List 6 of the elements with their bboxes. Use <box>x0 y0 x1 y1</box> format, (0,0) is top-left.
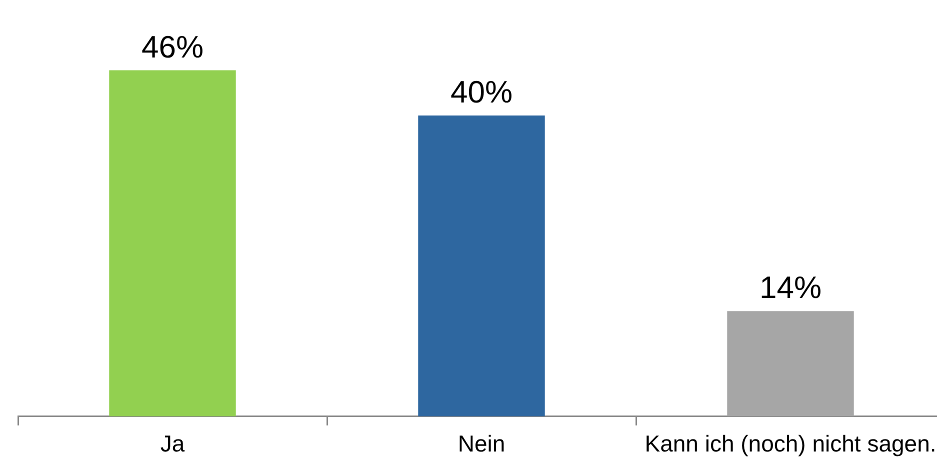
data-label: 14% <box>759 270 822 306</box>
data-label: 40% <box>450 74 513 110</box>
data-label: 46% <box>141 29 204 64</box>
x-tick-label: Kann ich (noch) nicht sagen. <box>644 430 936 457</box>
x-tick-label: Ja <box>160 430 185 457</box>
x-tick-label: Nein <box>458 430 506 457</box>
